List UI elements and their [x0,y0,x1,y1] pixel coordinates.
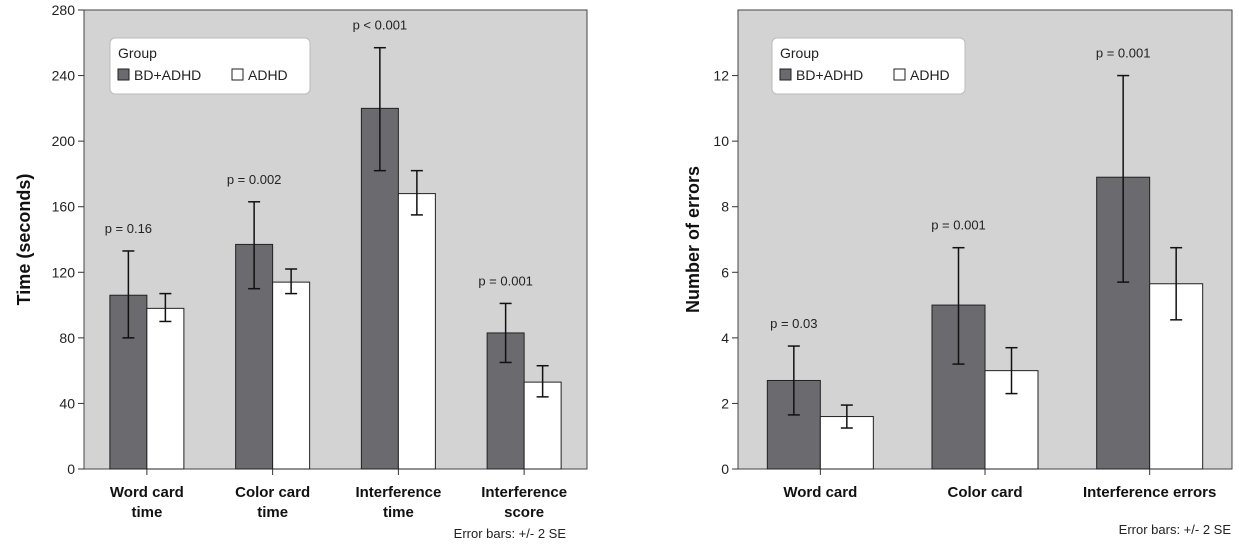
error-bar-note: Error bars: +/- 2 SE [454,526,567,541]
y-tick-label: 0 [721,461,729,477]
bar-adhd [397,193,436,470]
y-axis-title: Time (seconds) [14,174,34,306]
legend-label: BD+ADHD [134,67,201,83]
x-tick-label: time [131,504,162,521]
y-tick-label: 280 [52,2,76,18]
legend-label: ADHD [248,67,288,83]
y-tick-label: 12 [713,68,729,84]
p-value-label: p = 0.03 [770,316,817,331]
y-tick-label: 200 [52,133,76,149]
p-value-label: p = 0.001 [478,273,533,288]
p-value-label: p < 0.001 [353,18,408,33]
y-tick-label: 8 [721,199,729,215]
y-tick-label: 120 [52,264,76,280]
y-tick-label: 2 [721,395,729,411]
x-tick-label: time [383,504,414,521]
y-tick-label: 6 [721,264,729,280]
error-bar-note: Error bars: +/- 2 SE [1119,522,1232,537]
bar-adhd [272,281,311,470]
x-tick-label: Word card [783,484,857,501]
p-value-label: p = 0.16 [105,221,152,236]
x-tick-label: time [257,504,288,521]
p-value-label: p = 0.001 [931,218,986,233]
x-tick-label: score [504,504,544,521]
x-tick-label: Interference errors [1083,484,1216,501]
legend-swatch [231,68,244,81]
x-tick-label: Interference [481,484,567,501]
y-tick-label: 0 [67,461,75,477]
legend-swatch [117,68,130,81]
y-tick-label: 4 [721,330,729,346]
y-tick-label: 160 [52,199,76,215]
legend-swatch [779,68,792,81]
p-value-label: p = 0.001 [1096,46,1151,61]
bar-bd-adhd [235,243,274,470]
y-tick-label: 10 [713,133,729,149]
legend-swatch [893,68,906,81]
bar-adhd [146,307,185,470]
y-tick-label: 240 [52,68,76,84]
legend-box [771,37,966,95]
chart-panel-2: 0 2 4 6 8 10 12 Number of errors Word card p = 0.… [683,9,1233,537]
y-tick-label: 40 [59,395,75,411]
legend-title: Group [780,45,819,61]
legend-label: BD+ADHD [796,67,863,83]
p-value-label: p = 0.002 [227,172,282,187]
x-tick-label: Interference [355,484,441,501]
x-tick-label: Color card [235,484,310,501]
chart-panel-1: 0 40 80 120 160 200 240 280 Time (seconds) Word c… [14,2,588,541]
legend-box [109,37,311,95]
x-tick-label: Color card [947,484,1022,501]
y-tick-label: 80 [59,330,75,346]
y-axis-title: Number of errors [683,166,703,313]
legend-title: Group [118,45,157,61]
x-tick-label: Word card [110,484,184,501]
legend-label: ADHD [910,67,950,83]
